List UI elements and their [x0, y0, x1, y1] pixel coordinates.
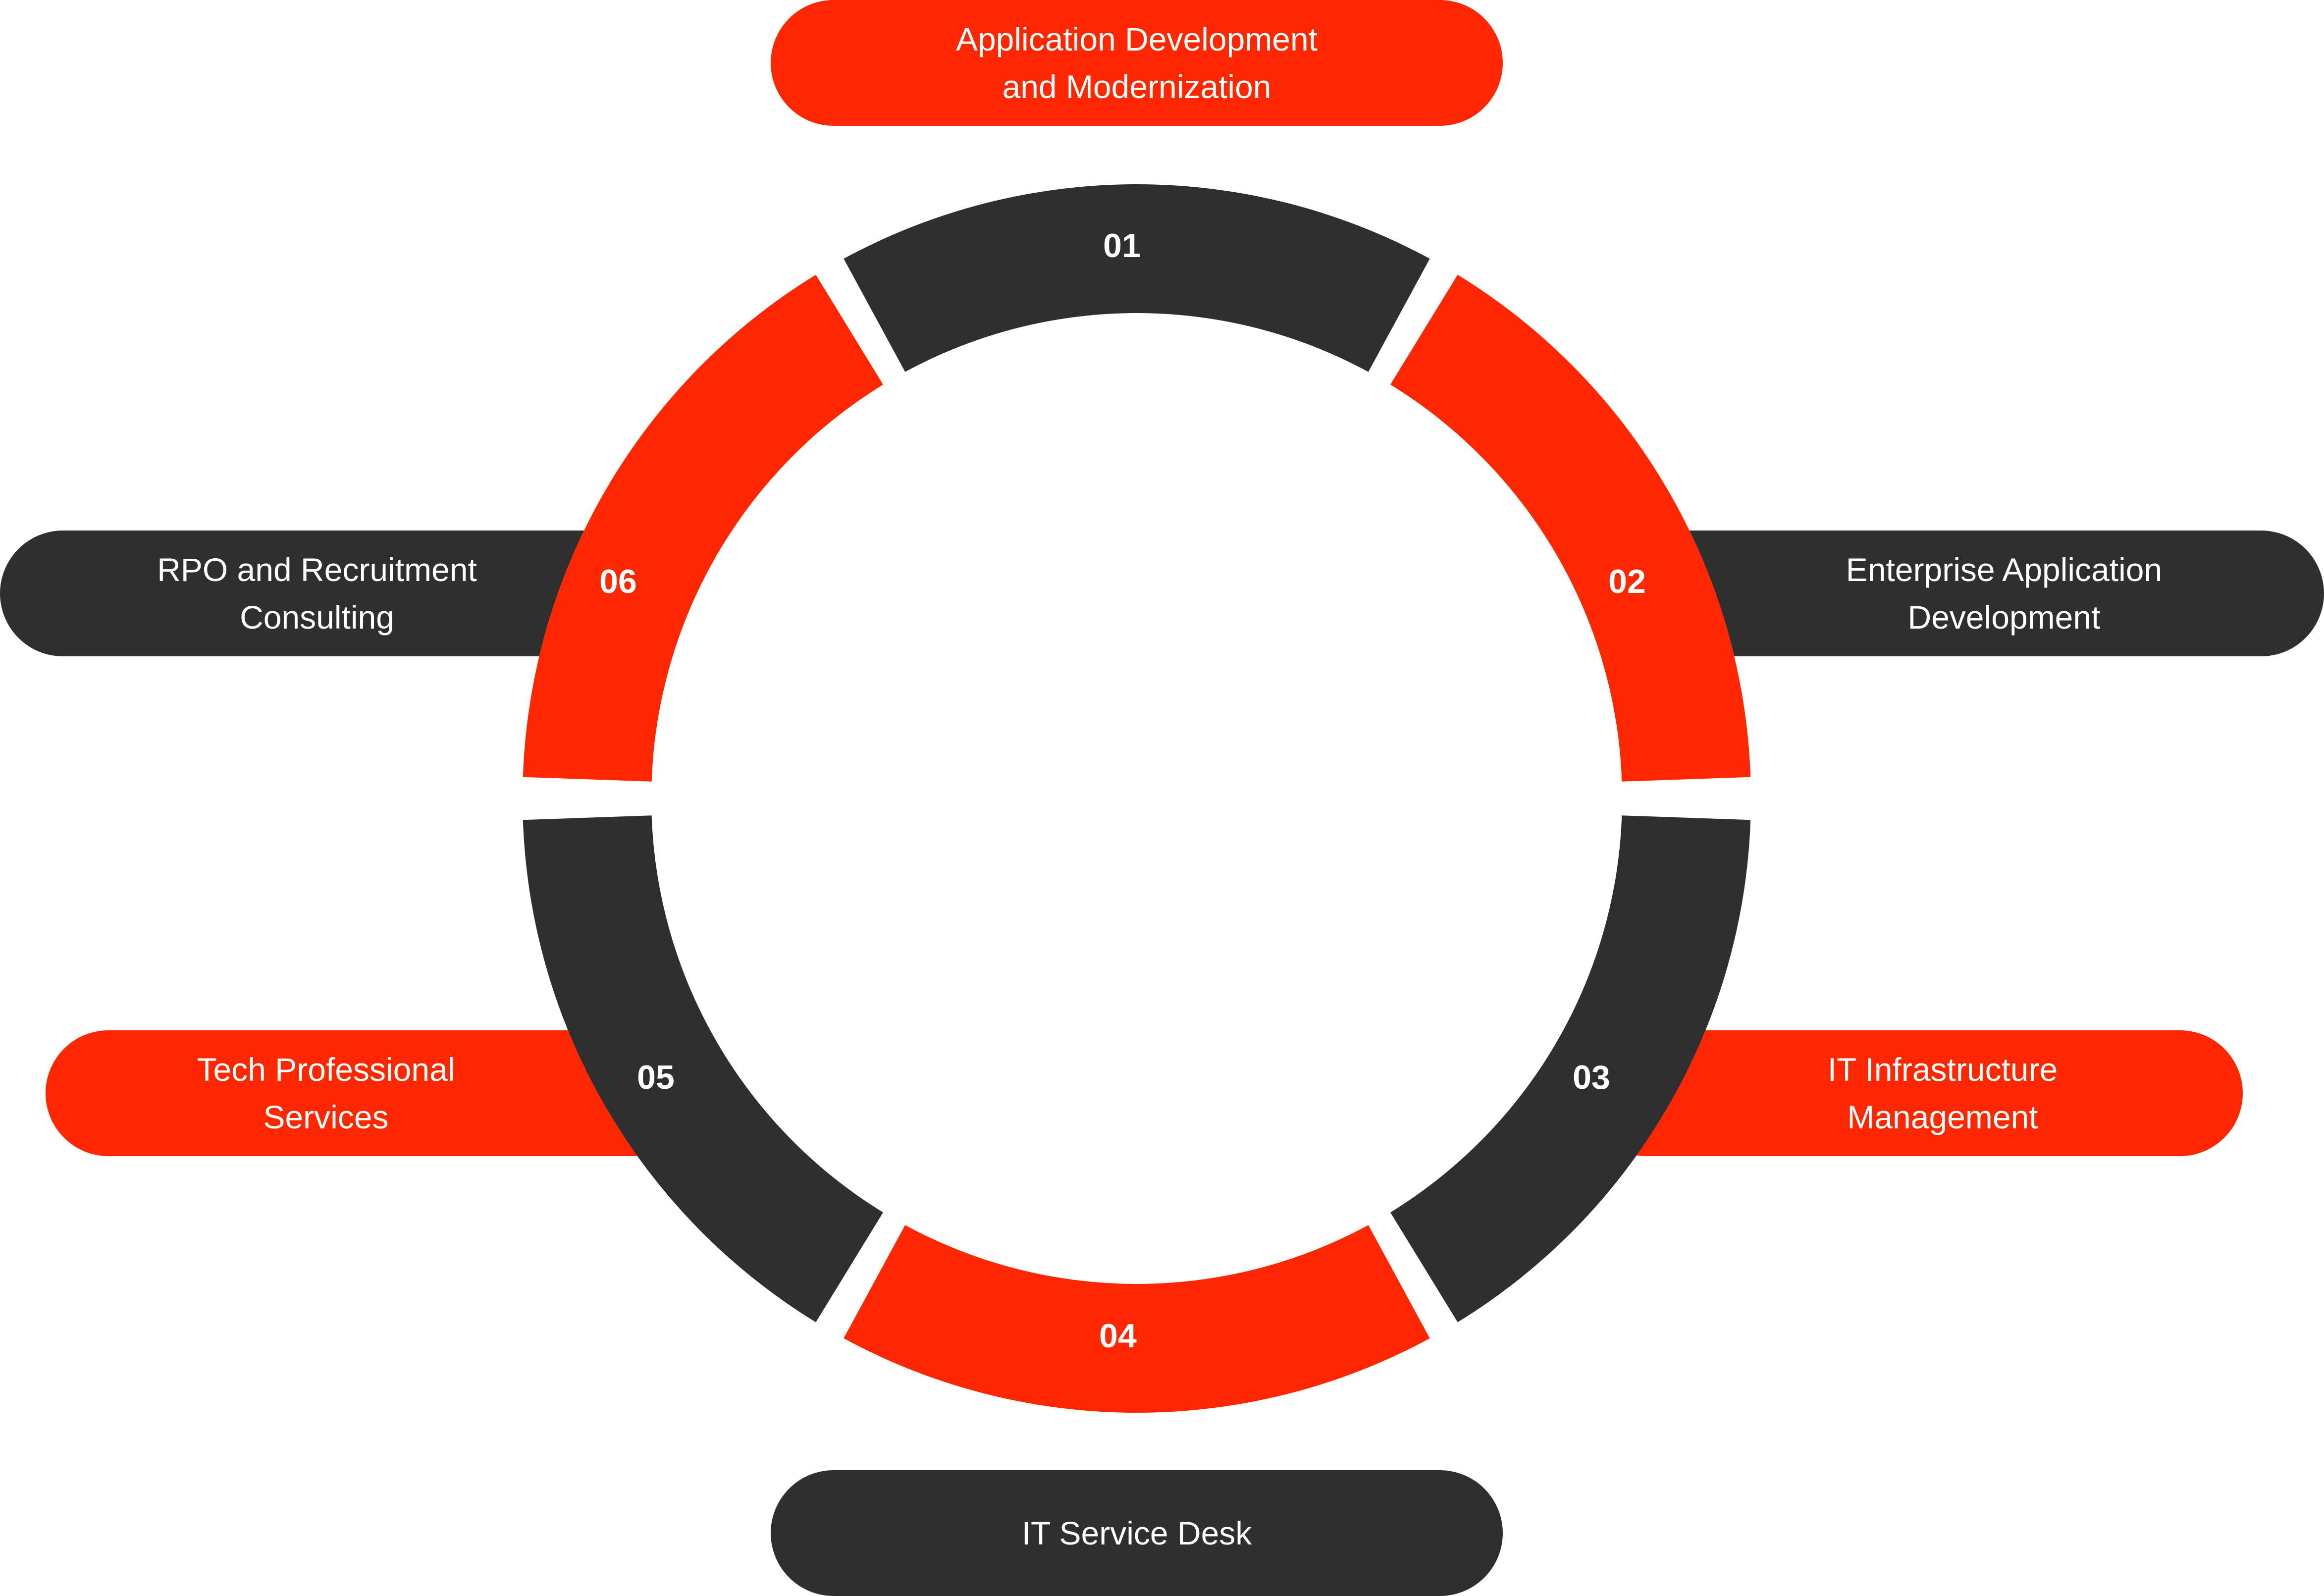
service-pill-1: Application Development and Modernization	[771, 0, 1503, 126]
segment-number-06: 06	[599, 563, 637, 600]
ring-segment-02	[1390, 274, 1751, 782]
segment-number-04: 04	[1099, 1317, 1137, 1355]
service-label-line: IT Service Desk	[1022, 1515, 1253, 1551]
service-label-line: Development	[1908, 599, 2101, 636]
service-label-line: IT Infrastructure	[1828, 1051, 2058, 1088]
service-pill-2: Enterprise Application Development	[1628, 531, 2324, 656]
service-label-line: RPO and Recruitment	[157, 551, 477, 588]
service-pill-shape	[771, 1470, 1503, 1596]
cycle-ring	[523, 184, 1751, 1413]
ring-segment-04	[844, 1225, 1430, 1413]
service-label-line: and Modernization	[1002, 68, 1271, 105]
service-label-line: Services	[263, 1099, 388, 1135]
segment-numbers: 01 02 03 04 05 06	[599, 227, 1646, 1355]
service-pill-5: Tech Professional Services	[46, 1030, 705, 1156]
ring-background	[523, 184, 1751, 1413]
segment-number-03: 03	[1573, 1059, 1610, 1096]
segment-number-01: 01	[1103, 227, 1141, 265]
service-pill-shape	[46, 1030, 705, 1156]
ring-segment-05	[523, 815, 883, 1323]
service-pill-shape	[1583, 1030, 2243, 1156]
ring-segment-01	[844, 184, 1430, 372]
service-label-line: Consulting	[240, 599, 394, 636]
service-label-line: Application Development	[956, 21, 1318, 57]
service-pill-4: IT Service Desk	[771, 1470, 1503, 1596]
segment-number-02: 02	[1608, 563, 1646, 600]
service-pill-3: IT Infrastructure Management	[1583, 1030, 2243, 1156]
service-label-line: Tech Professional	[197, 1051, 455, 1088]
service-label-line: Management	[1847, 1099, 2038, 1135]
service-pill-shape	[0, 531, 693, 656]
service-pill-6: RPO and Recruitment Consulting	[0, 531, 693, 656]
ring-segment-03	[1390, 815, 1751, 1323]
segment-number-05: 05	[637, 1059, 675, 1096]
ring-segment-06	[523, 274, 883, 782]
service-label-line: Enterprise Application	[1846, 551, 2162, 588]
service-pill-shape	[1628, 531, 2324, 656]
service-pill-shape	[771, 0, 1503, 126]
